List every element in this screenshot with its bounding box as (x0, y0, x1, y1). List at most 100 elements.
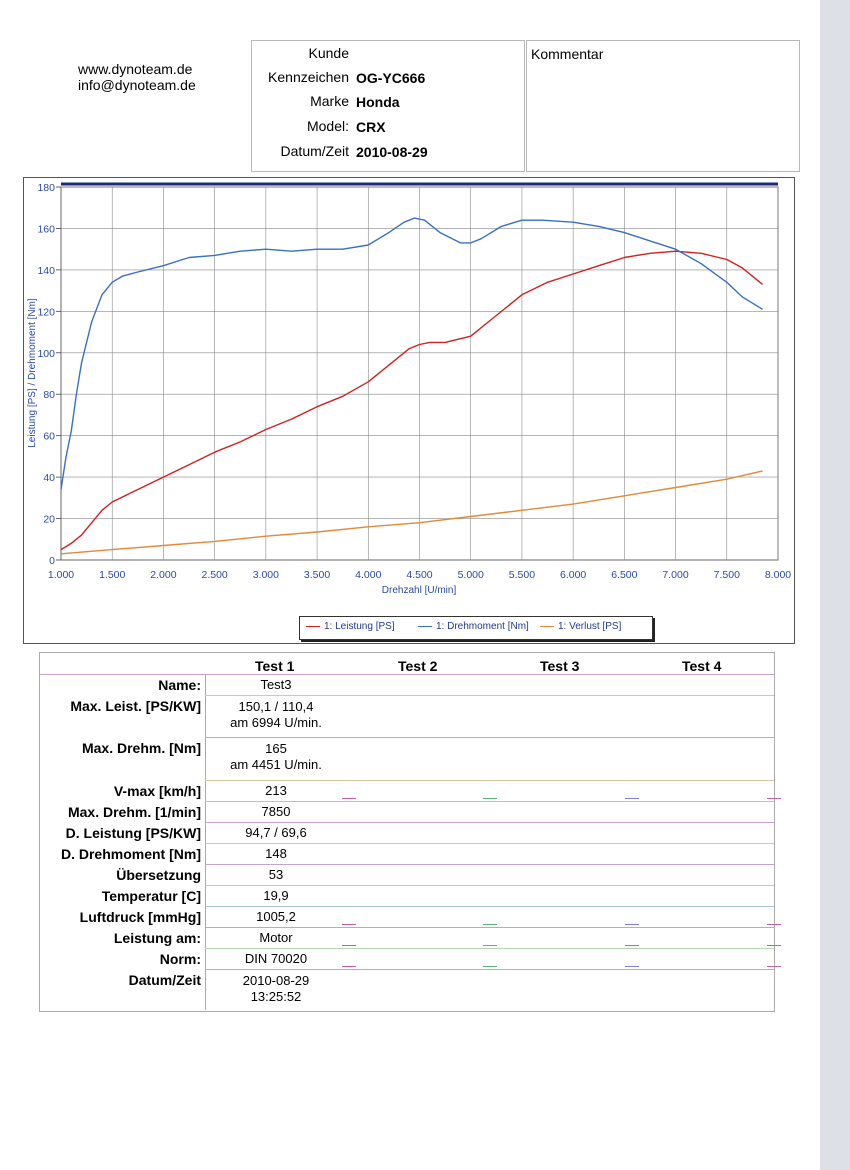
legend-swatch-verlust (540, 625, 554, 627)
row-value-line: Motor (259, 930, 293, 945)
x-tick-label: 3.500 (304, 569, 330, 581)
empty-cell-marker (625, 966, 639, 967)
empty-cell-marker (767, 798, 781, 799)
website-text: www.dynoteam.de (78, 61, 193, 77)
x-tick-label: 6.500 (611, 569, 637, 581)
row-divider (205, 864, 774, 865)
row-label: Luftdruck [mmHg] (79, 909, 201, 925)
email-text: info@dynoteam.de (78, 77, 196, 93)
model-row: Model: CRX (252, 116, 524, 138)
empty-cell-marker (483, 966, 497, 967)
dyno-chart-frame (23, 177, 795, 644)
dyno-chart: 1.000 1.500 2.000 2.500 3.000 3.500 4.000 4.500… (27, 182, 791, 596)
x-tick-label: 2.000 (150, 569, 176, 581)
legend-swatch-leistung (306, 625, 320, 627)
customer-info-box: Kunde Kennzeichen OG-YC666 Marke Honda M… (251, 40, 525, 172)
model-value: CRX (356, 119, 386, 135)
y-tick-label: 80 (43, 389, 55, 401)
empty-cell-marker (483, 798, 497, 799)
column-header-test1: Test 1 (255, 658, 295, 674)
empty-cell-marker (767, 966, 781, 967)
row-label: V-max [km/h] (113, 783, 201, 799)
scan-edge (820, 0, 850, 1170)
y-tick-label: 0 (49, 555, 55, 567)
row-value-line: 148 (265, 846, 287, 861)
kennzeichen-row: Kennzeichen OG-YC666 (252, 67, 524, 89)
row-value-line: 13:25:52 (250, 989, 302, 1004)
legend-item-drehmoment: 1: Drehmoment [Nm] (418, 621, 529, 632)
row-label: D. Drehmoment [Nm] (60, 846, 201, 862)
row-value-test1: 165 am 4451 U/min. (205, 741, 347, 773)
row-value-test1: 94,7 / 69,6 (205, 825, 347, 841)
series-line-verlust (60, 470, 763, 555)
empty-cell-marker (342, 924, 356, 925)
x-tick-label: 1.500 (99, 569, 125, 581)
chart-axes: 1.000 1.500 2.000 2.500 3.000 3.500 4.000 4.500… (37, 182, 791, 581)
y-axis-label: Leistung [PS] / Drehmoment [Nm] (27, 298, 38, 448)
x-tick-label: 8.000 (765, 569, 791, 581)
row-label: Max. Drehm. [Nm] (81, 740, 201, 756)
row-label: Temperatur [C] (101, 888, 201, 904)
kennzeichen-value: OG-YC666 (356, 70, 426, 86)
row-value-line: 7850 (261, 804, 291, 819)
row-value-test1: 150,1 / 110,4 am 6994 U/min. (205, 699, 347, 731)
empty-cell-marker (767, 924, 781, 925)
row-divider (205, 906, 774, 907)
legend-label-verlust: 1: Verlust [PS] (558, 621, 622, 632)
empty-cell-marker (625, 924, 639, 925)
row-value-test1: 213 (205, 783, 347, 799)
row-label: Datum/Zeit (128, 972, 201, 988)
chart-grid (60, 186, 779, 561)
y-tick-label: 180 (37, 182, 55, 194)
row-divider (205, 695, 774, 696)
row-divider (205, 737, 774, 738)
label-column-divider (205, 674, 206, 1010)
empty-cell-marker (625, 945, 639, 946)
y-tick-label: 40 (43, 472, 55, 484)
row-value-line: am 6994 U/min. (230, 715, 322, 730)
row-value-line: 2010-08-29 (242, 973, 310, 988)
row-value-line: 94,7 / 69,6 (245, 825, 307, 840)
model-label: Model: (306, 118, 349, 134)
row-label: Leistung am: (113, 930, 201, 946)
empty-cell-marker (342, 966, 356, 967)
row-label: Norm: (159, 951, 201, 967)
x-tick-label: 4.000 (355, 569, 381, 581)
row-value-line: DIN 70020 (244, 951, 308, 966)
row-value-test1: 19,9 (205, 888, 347, 904)
empty-cell-marker (767, 945, 781, 946)
x-tick-label: 5.500 (509, 569, 535, 581)
row-label: Übersetzung (116, 867, 201, 883)
y-tick-label: 60 (43, 431, 55, 443)
column-header-test3: Test 3 (540, 658, 580, 674)
x-tick-label: 2.500 (202, 569, 228, 581)
row-divider (205, 843, 774, 844)
row-value-test1: 2010-08-29 13:25:52 (205, 973, 347, 1005)
row-divider (205, 927, 774, 928)
contact-block: www.dynoteam.de info@dynoteam.de (78, 61, 196, 93)
empty-cell-marker (342, 945, 356, 946)
kunde-row: Kunde (252, 43, 524, 65)
y-tick-label: 120 (37, 306, 55, 318)
row-divider (40, 674, 774, 675)
legend-swatch-drehmoment (418, 625, 432, 627)
row-divider (205, 780, 774, 781)
kunde-label: Kunde (308, 45, 349, 61)
y-tick-label: 20 (43, 514, 55, 526)
row-value-test1: 53 (205, 867, 347, 883)
x-tick-label: 4.500 (406, 569, 432, 581)
row-value-test1: 1005,2 (205, 909, 347, 925)
row-label: Max. Leist. [PS/KW] (70, 698, 201, 714)
legend-item-verlust: 1: Verlust [PS] (540, 621, 621, 632)
column-header-test2: Test 2 (398, 658, 438, 674)
row-divider (205, 801, 774, 802)
row-label: D. Leistung [PS/KW] (65, 825, 201, 841)
chart-series (60, 217, 764, 555)
row-value-test1: 7850 (205, 804, 347, 820)
row-label: Name: (158, 677, 201, 693)
row-value-line: 19,9 (263, 888, 289, 903)
series-line-drehmoment (60, 217, 763, 490)
x-tick-label: 7.500 (714, 569, 740, 581)
legend-label-drehmoment: 1: Drehmoment [Nm] (436, 621, 529, 632)
marke-row: Marke Honda (252, 91, 524, 113)
